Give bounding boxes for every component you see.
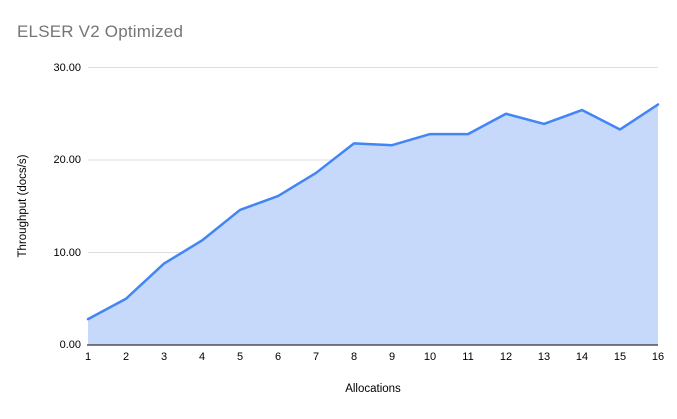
- x-axis-label: Allocations: [345, 383, 401, 395]
- y-tick-label: 0.00: [59, 339, 81, 351]
- x-tick-label: 3: [160, 351, 168, 363]
- y-tick-label: 30.00: [53, 61, 81, 74]
- x-tick-label: 4: [198, 351, 206, 363]
- x-tick-label: 10: [423, 351, 437, 363]
- x-tick-label: 9: [388, 351, 396, 363]
- x-tick-label: 11: [462, 351, 474, 363]
- x-tick-label: 15: [613, 351, 627, 363]
- area-series: [88, 104, 658, 345]
- x-tick-label: 13: [537, 351, 551, 363]
- line-series: [86, 103, 660, 321]
- x-tick-label: 5: [236, 351, 244, 363]
- x-tick-label: 14: [575, 351, 589, 363]
- x-tick-label: 12: [499, 351, 513, 363]
- y-axis-ticks: 0.00 10.00 20.00 30.00: [0, 0, 81, 419]
- x-tick-label: 16: [651, 351, 665, 363]
- x-tick-label: 2: [122, 351, 130, 363]
- x-tick-label: 1: [84, 351, 92, 363]
- chart-title: ELSER V2 Optimized: [17, 22, 184, 41]
- x-tick-label: 8: [350, 351, 358, 363]
- x-tick-label: 7: [312, 351, 320, 363]
- y-axis-label: Throughput (docs/s): [17, 154, 29, 258]
- y-tick-label: 10.00: [53, 246, 81, 259]
- y-tick-label: 20.00: [53, 154, 81, 166]
- x-tick-label: 6: [274, 351, 282, 363]
